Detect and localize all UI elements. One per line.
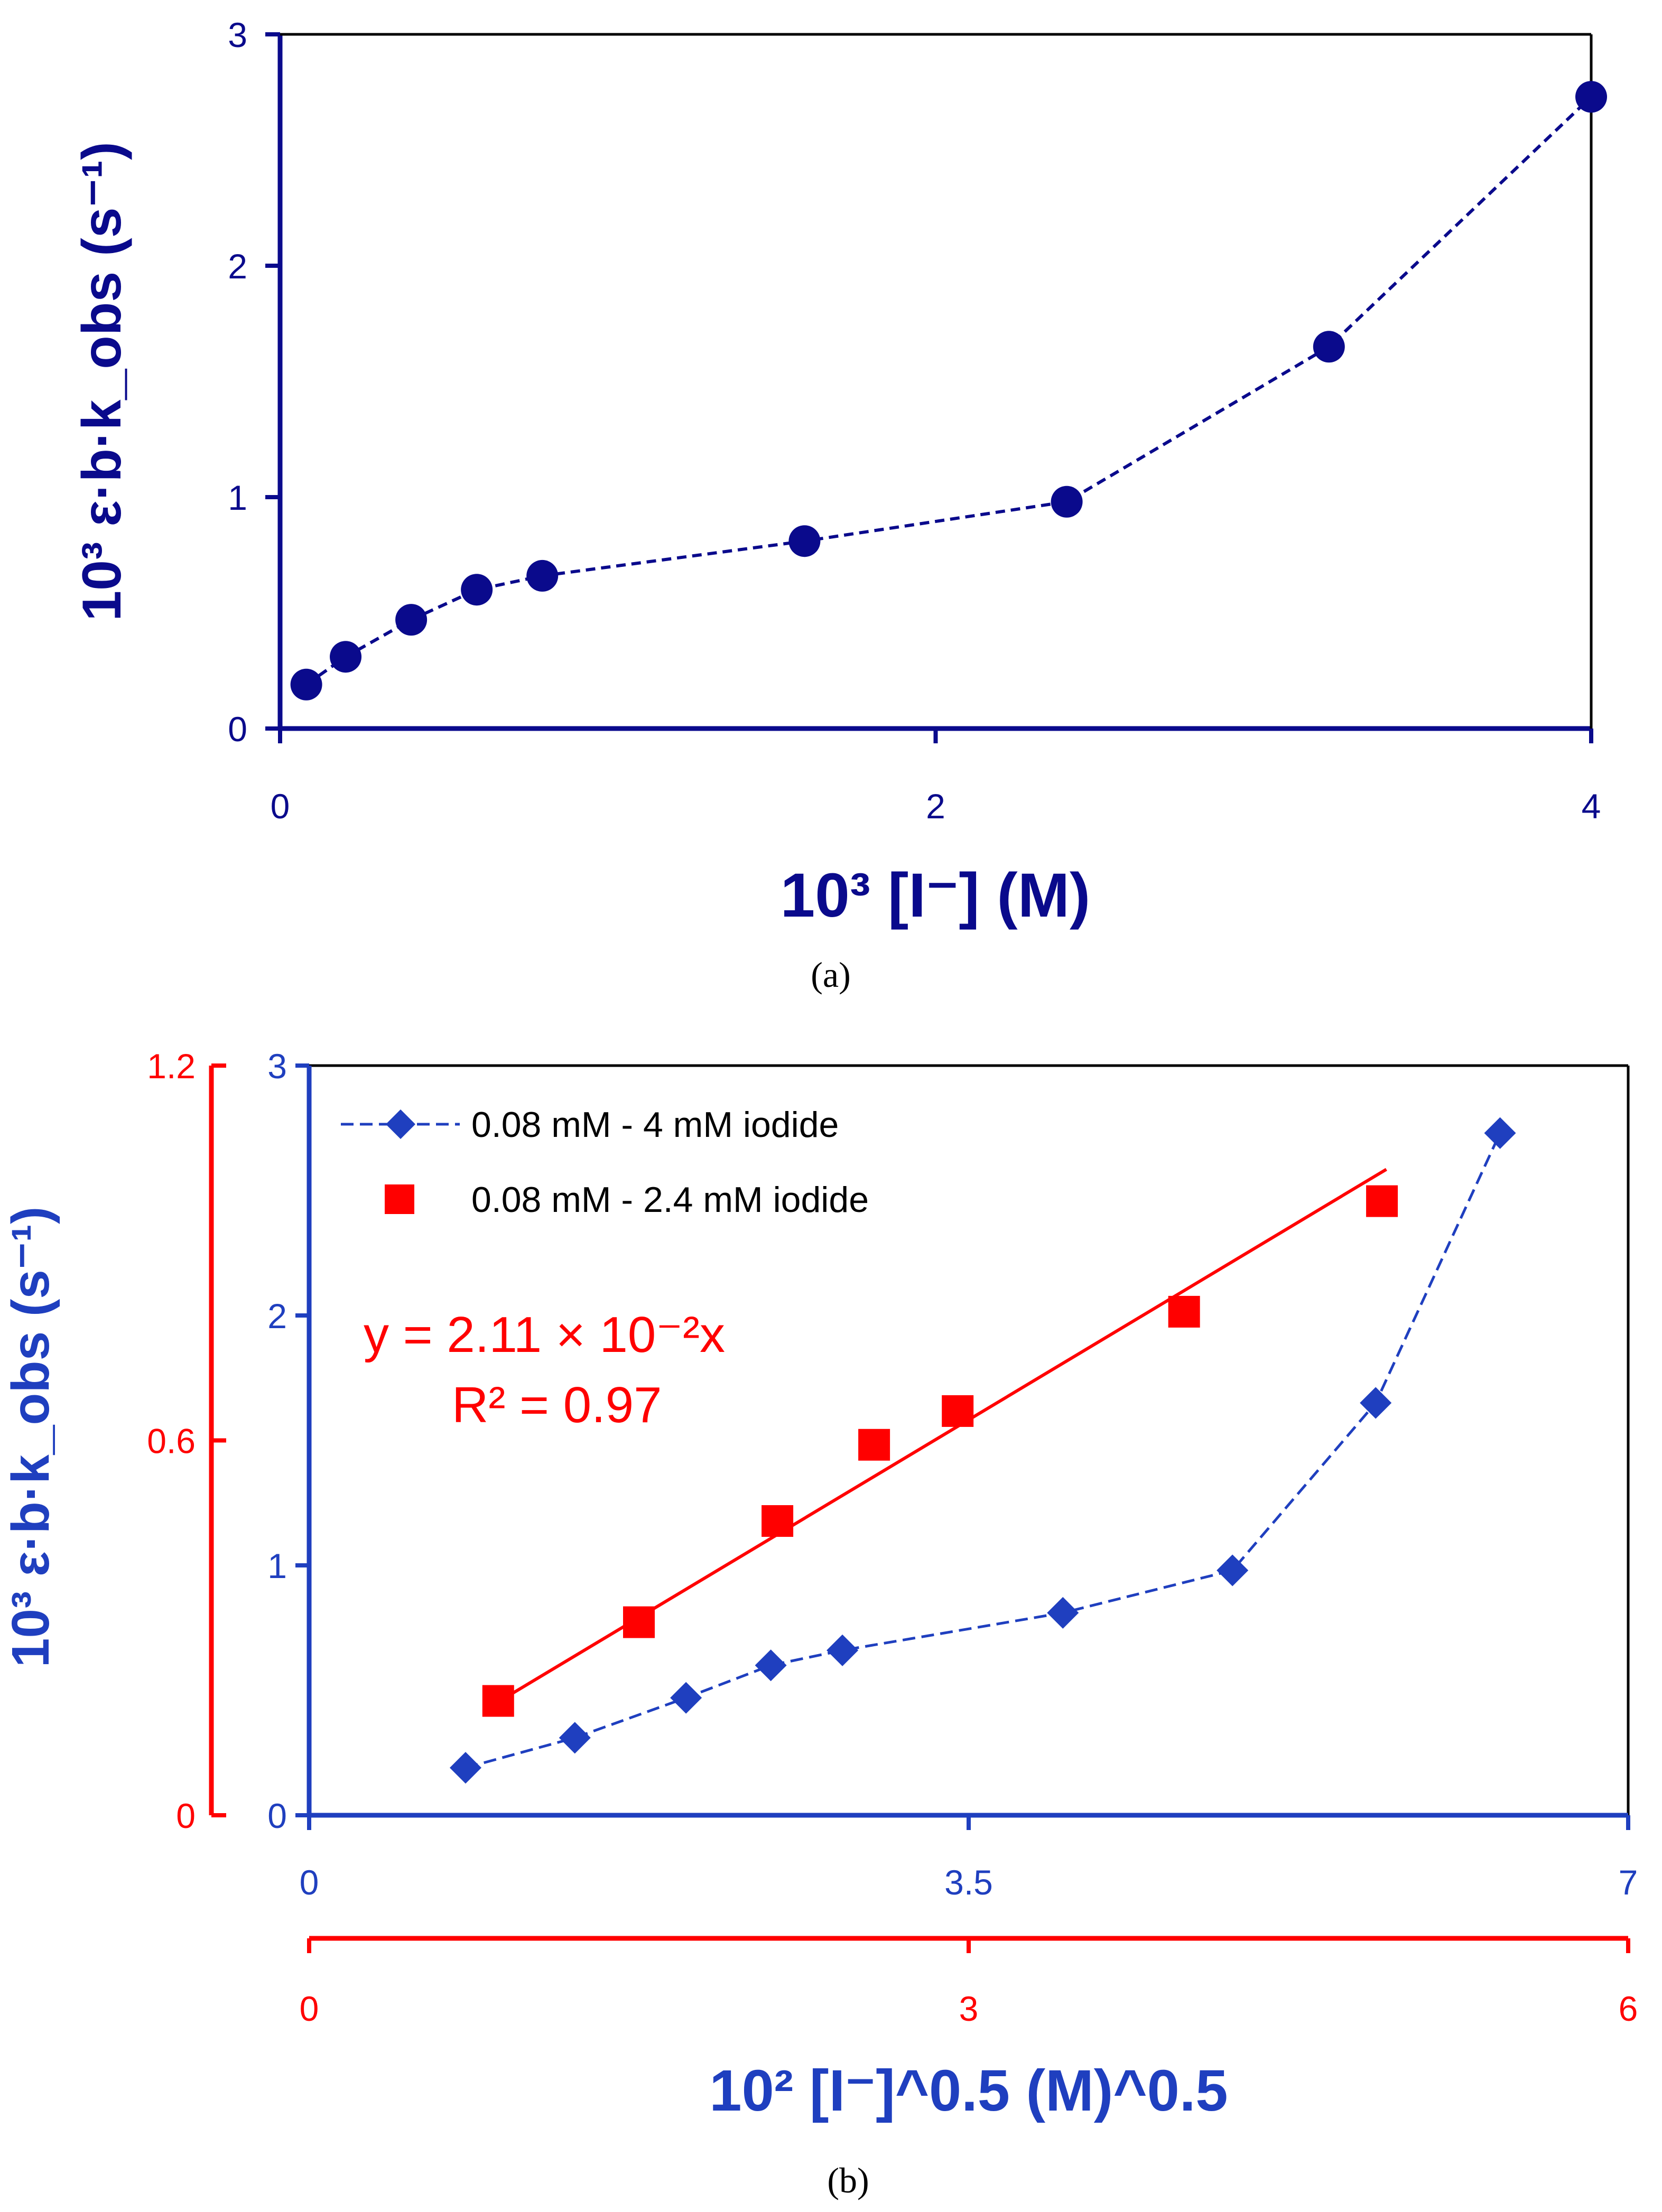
panel-b-primary-x-tick-label: 7 bbox=[1619, 1863, 1638, 1902]
panel-a-x-tick-label: 0 bbox=[271, 787, 290, 826]
panel-b-caption: (b) bbox=[827, 2160, 869, 2200]
panel-a-chart: 0 1 2 3 0 2 4 10³ [I⁻] (M) 10³ ε·b·k_obs (s⁻¹)… bbox=[71, 15, 1607, 995]
panel-b-primary-y-tick-label: 2 bbox=[267, 1296, 287, 1336]
legend-series2-label: 0.08 mM - 2.4 mM iodide bbox=[471, 1180, 869, 1220]
panel-b-equation: y = 2.11 × 10⁻²x bbox=[364, 1306, 725, 1363]
panel-b-x-axis-title: 10² [I⁻]^0.5 (M)^0.5 bbox=[709, 2058, 1228, 2123]
panel-b-series1-diamond-point bbox=[559, 1722, 591, 1754]
panel-b-series1-diamond-point bbox=[670, 1682, 702, 1714]
panel-b-fit-line bbox=[484, 1168, 1387, 1711]
panel-b-y-axis-title: 10³ ε·b·k_obs (s⁻¹) bbox=[1, 1207, 60, 1668]
panel-b-series2-square-point bbox=[942, 1395, 974, 1427]
legend-series2-square-marker bbox=[385, 1184, 414, 1214]
panel-a-y-tick-label: 0 bbox=[228, 710, 247, 749]
panel-b-secondary-x-tick-label: 0 bbox=[300, 1989, 319, 2028]
panel-b-series1-diamond-point bbox=[1360, 1387, 1392, 1419]
panel-b-secondary-y-tick-label: 0 bbox=[176, 1796, 196, 1835]
legend-series1-label: 0.08 mM - 4 mM iodide bbox=[471, 1105, 839, 1145]
panel-a-y-axis-title: 10³ ε·b·k_obs (s⁻¹) bbox=[71, 142, 133, 621]
panel-a-caption: (a) bbox=[811, 955, 850, 995]
panel-b-series1-diamond-point bbox=[1217, 1554, 1249, 1586]
panel-a-y-tick-label: 2 bbox=[228, 247, 247, 286]
panel-a-x-tick-label: 2 bbox=[926, 787, 945, 826]
panel-b-legend: 0.08 mM - 4 mM iodide 0.08 mM - 2.4 mM i… bbox=[341, 1105, 869, 1220]
panel-a-data-point bbox=[330, 641, 362, 673]
panel-a-x-axis-title: 10³ [I⁻] (M) bbox=[781, 861, 1091, 930]
panel-b-series2-square-point bbox=[623, 1606, 655, 1638]
panel-b-primary-x-tick-label: 0 bbox=[300, 1863, 319, 1902]
panel-b-series1-diamond-point bbox=[827, 1634, 859, 1666]
panel-a-data-point bbox=[1051, 486, 1083, 518]
panel-b-primary-y-tick-label: 0 bbox=[267, 1796, 287, 1835]
panel-b-primary-y-tick-label: 1 bbox=[267, 1546, 287, 1585]
panel-b-secondary-x-tick-label: 6 bbox=[1619, 1989, 1638, 2028]
panel-b-series2-square-point bbox=[762, 1505, 794, 1537]
panel-b-series2-square-point bbox=[858, 1429, 890, 1461]
panel-a-x-tick-label: 4 bbox=[1582, 787, 1601, 826]
panel-b-secondary-y-tick-label: 1.2 bbox=[147, 1047, 196, 1086]
panel-a-data-point bbox=[788, 525, 821, 557]
legend-series1-diamond-marker bbox=[386, 1109, 415, 1139]
panel-b-series2-square-point bbox=[1366, 1185, 1398, 1217]
panel-b-series1-diamond-point bbox=[449, 1752, 481, 1784]
panel-b-series1-diamond-point bbox=[755, 1649, 787, 1682]
panel-a-series-line bbox=[305, 96, 1593, 686]
panel-a-data-point bbox=[290, 668, 322, 701]
panel-b-secondary-x-tick-label: 3 bbox=[959, 1989, 979, 2028]
panel-b-series1-diamond-point bbox=[1484, 1117, 1516, 1149]
panel-b-primary-x-tick-label: 3.5 bbox=[944, 1863, 993, 1902]
panel-b-series1-line bbox=[465, 1132, 1501, 1769]
panel-a-data-point bbox=[1575, 81, 1607, 113]
panel-b-series2-square-point bbox=[1168, 1295, 1200, 1328]
panel-b-secondary-y-tick-label: 0.6 bbox=[147, 1422, 196, 1461]
panel-a-y-tick-label: 3 bbox=[228, 15, 247, 54]
panel-b-r-squared: R² = 0.97 bbox=[452, 1377, 662, 1433]
panel-b-primary-y-tick-label: 3 bbox=[267, 1047, 287, 1086]
panel-b-series1-diamond-point bbox=[1047, 1597, 1079, 1629]
panel-a-y-tick-label: 1 bbox=[228, 478, 247, 517]
panel-b-series2-square-point bbox=[482, 1685, 514, 1717]
panel-a-data-point bbox=[526, 559, 559, 592]
panel-a-data-point bbox=[395, 604, 428, 636]
panel-b-chart: 0 1 2 3 0 0.6 1.2 0 3.5 7 0 3 6 0.08 mM - 4 mM iodid… bbox=[1, 1047, 1638, 2200]
panel-a-data-point bbox=[1313, 331, 1345, 363]
panel-a-data-point bbox=[461, 574, 493, 606]
